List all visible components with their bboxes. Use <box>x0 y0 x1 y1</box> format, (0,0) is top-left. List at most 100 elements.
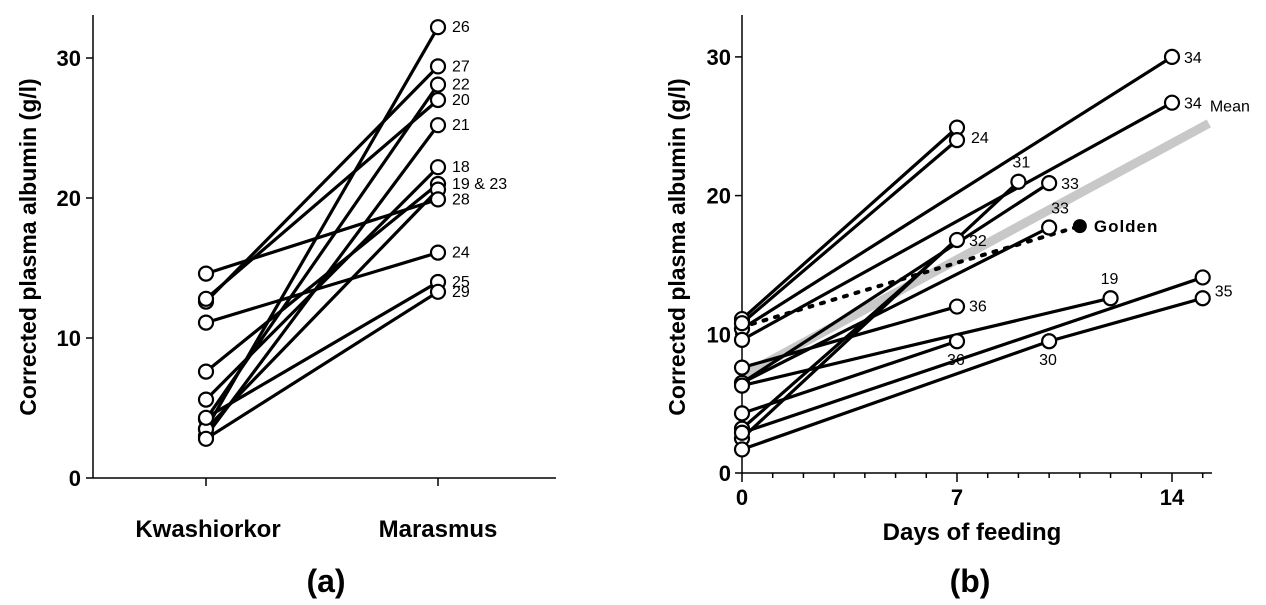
subject-line-a <box>204 182 440 373</box>
subject-line-b <box>740 138 959 325</box>
panel-label-b: (b) <box>950 563 991 599</box>
kwashiorkor-point <box>197 409 215 426</box>
feeding-point <box>1194 269 1211 286</box>
y-tick-label-a: 0 <box>69 466 81 491</box>
subject-line-b <box>741 55 1173 331</box>
subject-line-a <box>204 124 440 437</box>
feeding-point <box>733 315 751 332</box>
kwashiorkor-point <box>197 430 215 447</box>
point-label-b: 34 <box>1184 50 1202 67</box>
kwashiorkor-point <box>197 265 215 282</box>
x-tick-label-b: 0 <box>736 485 748 510</box>
golden-label: Golden <box>1094 217 1159 236</box>
category-label-kwashiorkor: Kwashiorkor <box>135 516 280 543</box>
subject-line-b <box>741 339 1050 451</box>
subject-line-a <box>204 98 440 301</box>
marasmus-point <box>429 191 447 208</box>
point-label-b: 24 <box>971 130 989 147</box>
kwashiorkor-point <box>197 314 215 331</box>
golden-dotted-line <box>750 224 1082 326</box>
x-axis-label-b: Days of feeding <box>883 519 1062 546</box>
mean-label: Mean <box>1210 98 1250 115</box>
feeding-point <box>733 405 751 422</box>
point-label-b: 19 <box>1101 271 1119 288</box>
point-label-a: 20 <box>452 92 470 109</box>
marasmus-point <box>429 283 447 300</box>
subject-line-b <box>1048 296 1204 343</box>
subject-line-b <box>740 238 959 430</box>
feeding-point <box>1102 290 1119 307</box>
feeding-point <box>1010 173 1027 190</box>
feeding-point <box>948 132 966 149</box>
marasmus-point <box>429 19 447 36</box>
marasmus-point <box>429 91 447 109</box>
subject-line-b <box>741 101 1173 342</box>
golden-point <box>1072 219 1087 234</box>
y-tick-label-a: 30 <box>57 46 81 71</box>
point-label-a: 27 <box>452 58 470 75</box>
subject-line-a <box>205 251 439 325</box>
y-tick-label-b: 20 <box>707 184 731 209</box>
subject-line-b <box>741 339 958 415</box>
point-label-a: 25 <box>452 274 470 291</box>
feeding-point <box>733 377 751 394</box>
marasmus-point <box>429 76 447 93</box>
x-tick-label-b: 7 <box>951 485 963 510</box>
kwashiorkor-point <box>197 363 215 380</box>
subject-line-a <box>204 65 440 303</box>
point-label-b: 33 <box>1051 201 1069 218</box>
subject-line-a <box>204 188 440 431</box>
kwashiorkor-point <box>197 290 215 307</box>
panel-a: Kwashiorkor Marasmus Corrected plasma al… <box>15 15 556 599</box>
y-axis-label-a: Corrected plasma albumin (g/l) <box>15 78 41 415</box>
feeding-point <box>733 441 751 458</box>
point-label-b: 36 <box>969 299 987 316</box>
subject-line-b <box>741 305 958 370</box>
subject-line-b <box>741 181 1051 385</box>
point-label-b: 30 <box>1039 352 1057 369</box>
subject-line-b <box>741 296 1111 388</box>
subject-line-b <box>740 180 1020 440</box>
marasmus-point <box>429 244 447 261</box>
point-label-b: 36 <box>947 352 965 369</box>
point-label-b: 33 <box>1061 176 1079 193</box>
point-label-a: 21 <box>452 117 470 134</box>
category-label-marasmus: Marasmus <box>379 516 498 543</box>
panel-label-a: (a) <box>306 563 345 599</box>
point-label-b: 32 <box>969 233 987 250</box>
feeding-point <box>948 298 966 315</box>
y-axis-label-b: Corrected plasma albumin (g/l) <box>664 78 690 415</box>
subject-line-b <box>741 226 1050 385</box>
subject-line-a <box>204 83 440 421</box>
feeding-point <box>1163 48 1181 66</box>
feeding-point <box>733 359 751 376</box>
y-tick-label-b: 10 <box>707 322 731 347</box>
point-label-b: 31 <box>1012 155 1030 172</box>
point-label-a: 26 <box>452 19 470 36</box>
kwashiorkor-point <box>197 391 215 408</box>
feeding-point <box>1163 94 1181 111</box>
point-label-a: 19 & 23 <box>452 176 507 193</box>
y-tick-label-b: 30 <box>707 45 731 70</box>
marasmus-point <box>429 117 447 134</box>
y-tick-label-b: 0 <box>719 461 731 486</box>
x-tick-label-b: 14 <box>1160 485 1185 510</box>
feeding-point <box>1041 175 1058 192</box>
panel-b: Days of feeding Corrected plasma albumin… <box>664 15 1250 599</box>
point-label-a: 29 <box>452 284 470 301</box>
y-tick-label-a: 10 <box>57 326 81 351</box>
point-label-a: 22 <box>452 77 470 94</box>
point-label-a: 28 <box>452 191 470 208</box>
feeding-point <box>1194 290 1211 307</box>
subject-line-a <box>205 197 439 276</box>
marasmus-point <box>429 58 447 75</box>
point-label-a: 18 <box>452 159 470 176</box>
point-label-b: 34 <box>1184 96 1202 113</box>
feeding-point <box>733 331 751 348</box>
feeding-point <box>1041 219 1058 236</box>
subject-line-b <box>741 275 1204 435</box>
feeding-point <box>733 424 751 441</box>
feeding-point <box>948 231 966 249</box>
subject-line-a <box>205 290 439 441</box>
